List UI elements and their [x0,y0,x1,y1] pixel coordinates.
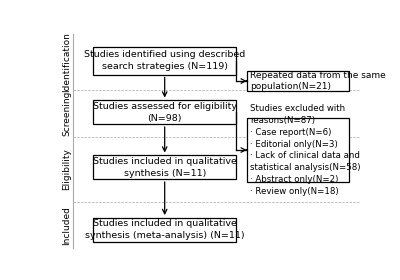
FancyBboxPatch shape [94,155,236,179]
FancyBboxPatch shape [247,118,349,182]
FancyBboxPatch shape [94,101,236,124]
FancyBboxPatch shape [247,71,349,91]
Text: Studies excluded with
reasons(N=87)
· Case report(N=6)
· Editorial only(N=3)
· L: Studies excluded with reasons(N=87) · Ca… [250,104,360,196]
Text: Studies identified using described
search strategies (N=119): Studies identified using described searc… [84,50,245,71]
Text: Identification: Identification [62,32,72,92]
Text: Repeated data from the same
population(N=21): Repeated data from the same population(N… [250,71,386,92]
Text: Studies included in qualitative
synthesis (meta-analysis) (N=11): Studies included in qualitative synthesi… [85,219,244,240]
FancyBboxPatch shape [94,46,236,74]
Text: Studies assessed for eligibility
(N=98): Studies assessed for eligibility (N=98) [93,102,237,123]
Text: Included: Included [62,206,72,245]
Text: Eligibility: Eligibility [62,148,72,190]
Text: Studies included in qualitative
synthesis (N=11): Studies included in qualitative synthesi… [93,157,237,178]
Text: Screening: Screening [62,91,72,136]
FancyBboxPatch shape [94,218,236,242]
